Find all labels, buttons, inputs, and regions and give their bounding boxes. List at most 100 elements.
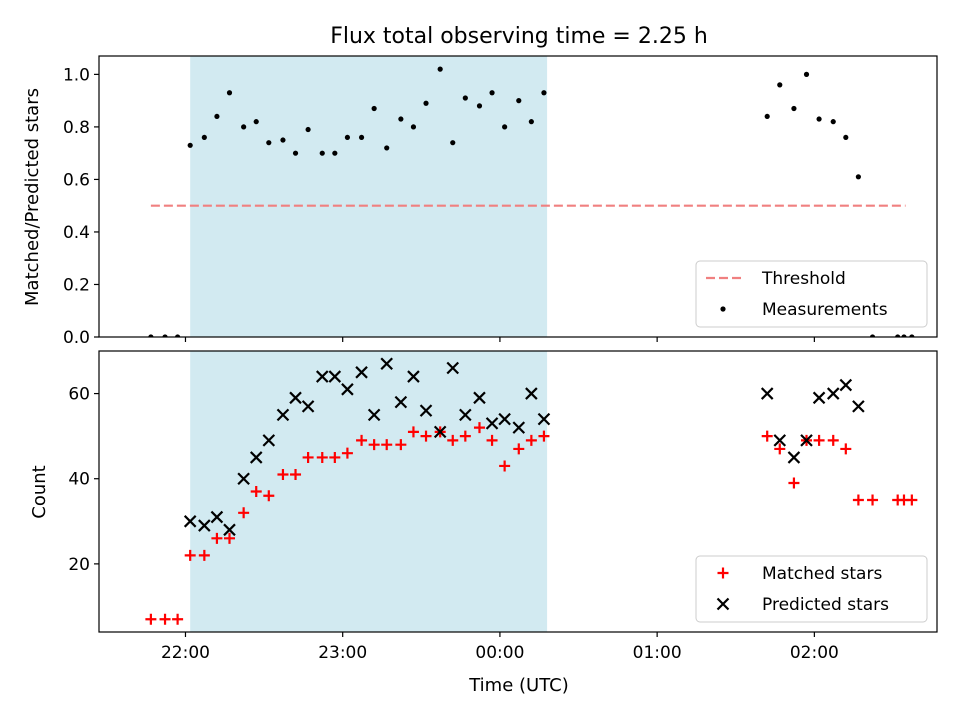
measurement-point — [791, 105, 797, 112]
predicted-star-point — [473, 391, 486, 405]
x-tick-label: 22:00 — [161, 643, 210, 663]
measurement-point — [423, 100, 429, 106]
measurement-point — [266, 140, 272, 146]
matched-star-point — [302, 451, 314, 463]
legend-label: Threshold — [761, 269, 846, 289]
matched-star-point — [852, 494, 864, 506]
legend-box — [695, 555, 928, 623]
top-panel: 0.0 0.2 0.4 0.6 0.8 1.0 Threshold Measurements — [63, 55, 938, 348]
y-tick-label: 1.0 — [63, 65, 90, 85]
legend: Matched stars Predicted stars — [695, 555, 928, 623]
predicted-star-point — [394, 395, 408, 409]
matched-star-point — [145, 613, 157, 625]
measurement-point — [305, 126, 311, 133]
measurement-point — [162, 334, 168, 337]
matched-star-point — [867, 494, 879, 506]
measurement-point — [830, 119, 836, 125]
matched-star-point — [290, 468, 302, 480]
x-tick-label: 02:00 — [790, 643, 839, 663]
measurement-point — [280, 137, 286, 143]
matched-star-point — [761, 430, 773, 442]
predicted-star-point — [537, 412, 551, 426]
matched-star-point — [499, 460, 511, 472]
matched-star-point — [368, 439, 380, 451]
legend-label: Matched stars — [762, 564, 882, 584]
x-tick-label: 00:00 — [475, 643, 524, 663]
matched-star-point — [459, 430, 471, 442]
predicted-star-point — [380, 357, 393, 371]
measurement-point — [462, 95, 468, 101]
matched-star-point — [172, 613, 184, 625]
measurement-point — [528, 119, 534, 125]
matched-star-point — [420, 430, 432, 442]
predicted-star-point — [446, 361, 460, 375]
measurement-point — [803, 71, 810, 77]
predicted-star-point — [512, 421, 526, 434]
predicted-star-point — [787, 451, 801, 464]
measurement-point — [450, 140, 456, 146]
predicted-star-point — [262, 434, 276, 447]
matched-star-point — [486, 434, 498, 446]
predicted-star-point — [210, 510, 224, 524]
axes-frame — [98, 55, 938, 338]
predicted-star-point — [852, 400, 865, 413]
matched-star-point — [827, 434, 839, 446]
measurement-point — [843, 134, 849, 141]
measurement-point — [489, 90, 495, 96]
predicted-star-point — [276, 408, 290, 422]
matched-star-point — [840, 443, 852, 455]
predicted-star-point — [341, 383, 354, 396]
y-tick-label: 20 — [68, 555, 90, 575]
predicted-star-point — [407, 370, 420, 383]
measurement-point — [292, 150, 299, 156]
predicted-star-point — [800, 434, 813, 447]
matched-star-point — [250, 486, 262, 497]
matched-star-point — [263, 490, 275, 502]
predicted-star-point — [419, 404, 433, 417]
measurement-point — [187, 142, 193, 148]
measurement-point — [777, 82, 783, 88]
x-tick-label: 23:00 — [318, 643, 367, 663]
plot-area — [145, 351, 918, 632]
predicted-star-point — [459, 408, 472, 422]
measurement-point — [253, 119, 259, 125]
predicted-star-point — [289, 391, 302, 405]
chart-title: Flux total observing time = 2.25 h — [330, 24, 708, 49]
bottom-y-axis-label: Count — [29, 465, 50, 518]
matched-star-point — [774, 443, 786, 455]
matched-star-point — [159, 613, 171, 625]
measurement-point — [869, 334, 876, 337]
matched-star-point — [211, 532, 223, 544]
predicted-star-point — [355, 366, 368, 379]
predicted-star-point — [183, 515, 197, 528]
y-tick-label: 60 — [68, 385, 90, 405]
matched-star-point — [395, 439, 407, 451]
predicted-star-point — [760, 387, 774, 400]
legend-matched-swatch — [717, 567, 729, 579]
legend-label: Predicted stars — [762, 595, 889, 615]
legend-predicted-swatch — [716, 597, 730, 611]
predicted-star-point — [328, 370, 342, 383]
measurement-point — [201, 134, 207, 141]
measurement-point — [901, 334, 907, 337]
y-tick-label: 0.2 — [63, 275, 90, 295]
top-y-axis-label: Matched/Predicted stars — [22, 88, 43, 306]
observing-interval-band — [190, 56, 548, 337]
predicted-star-point — [367, 408, 381, 422]
matched-star-point — [788, 477, 800, 489]
x-axis-label: Time (UTC) — [468, 675, 569, 696]
measurement-point — [764, 113, 770, 120]
measurement-point — [398, 116, 404, 122]
matched-star-point — [906, 494, 918, 506]
matched-star-point — [407, 426, 419, 438]
matched-star-point — [238, 507, 250, 519]
matched-star-point — [381, 439, 393, 451]
predicted-star-point — [198, 519, 211, 532]
matched-star-point — [316, 451, 328, 463]
predicted-star-point — [525, 387, 538, 400]
bottom-panel: 20 40 60 22:00 23:00 00:00 01:00 02:00 Matched s… — [68, 350, 938, 663]
measurement-point — [502, 124, 508, 130]
y-tick-label: 0.8 — [63, 118, 90, 138]
measurement-point — [319, 150, 325, 156]
